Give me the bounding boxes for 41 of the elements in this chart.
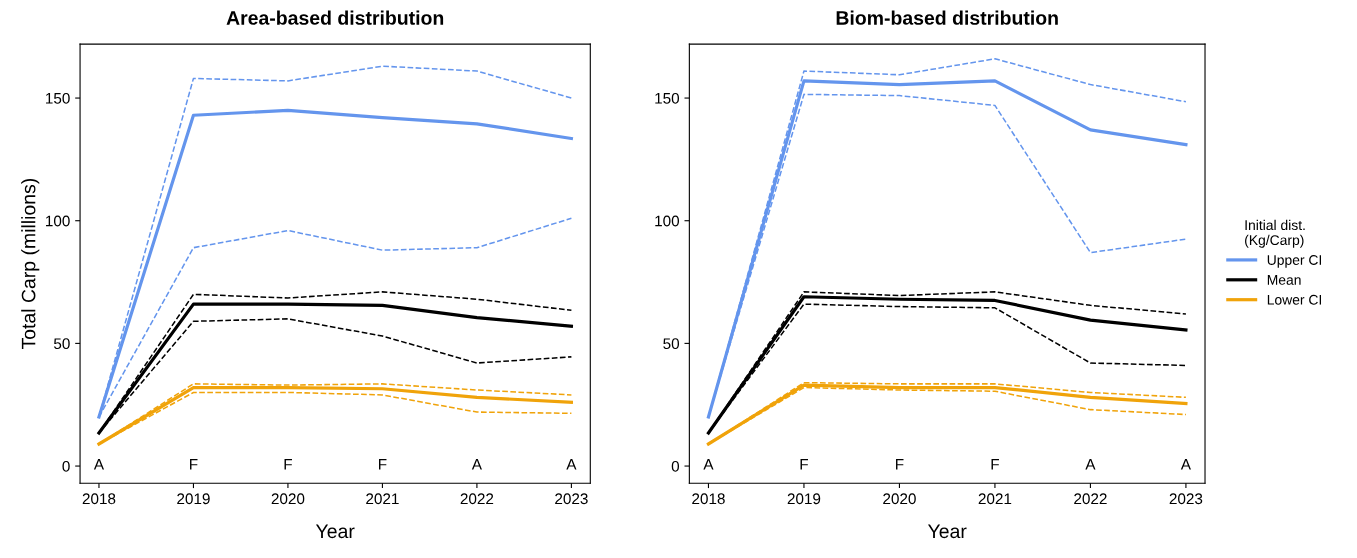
x-tick-label: 2021 [366,493,399,505]
annotation: F [379,459,387,470]
legend-label: Mean [1267,275,1301,285]
legend-label: Upper CI [1267,255,1322,268]
y-tick-label: 100 [655,215,680,227]
annotation: A [703,459,714,470]
y-tick-label: 50 [663,338,680,350]
annotation: F [284,459,292,470]
x-tick-label: 2021 [978,493,1012,505]
x-tick-label: 2022 [1074,493,1107,505]
x-tick-label: 2019 [177,493,210,505]
y-tick-label: 50 [53,338,70,350]
annotation: F [800,459,808,470]
y-tick-label: 0 [62,460,70,472]
x-tick-label: 2020 [883,493,916,505]
annotation: F [896,459,904,470]
annotation: F [991,459,999,470]
y-tick-label: 150 [655,92,680,104]
annotation: A [566,459,577,470]
legend-label: Lower CI [1267,294,1322,305]
annotation: A [471,459,482,470]
x-tick-label: 2022 [460,493,494,505]
chart-title: Biom-based distribution [836,10,1058,25]
chart-title: Area-based distribution [226,10,444,25]
y-tick-label: 150 [46,92,70,104]
x-axis-title: Year [315,524,355,539]
x-tick-label: 2023 [1169,493,1203,505]
annotation: A [1085,459,1096,470]
x-tick-label: 2023 [555,493,588,505]
x-axis-title: Year [927,524,967,539]
y-axis-title: Total Carp (millions) [21,178,40,350]
annotation: F [190,459,198,470]
x-tick-label: 2018 [692,493,725,505]
y-tick-label: 0 [671,460,680,472]
x-tick-label: 2019 [787,493,821,505]
x-tick-label: 2020 [271,493,305,505]
annotation: A [93,459,105,470]
legend-title: Initial dist. (Kg/Carp) [1245,219,1305,248]
annotation: A [1180,459,1191,470]
y-tick-label: 100 [46,215,70,227]
x-tick-label: 2018 [82,493,116,505]
